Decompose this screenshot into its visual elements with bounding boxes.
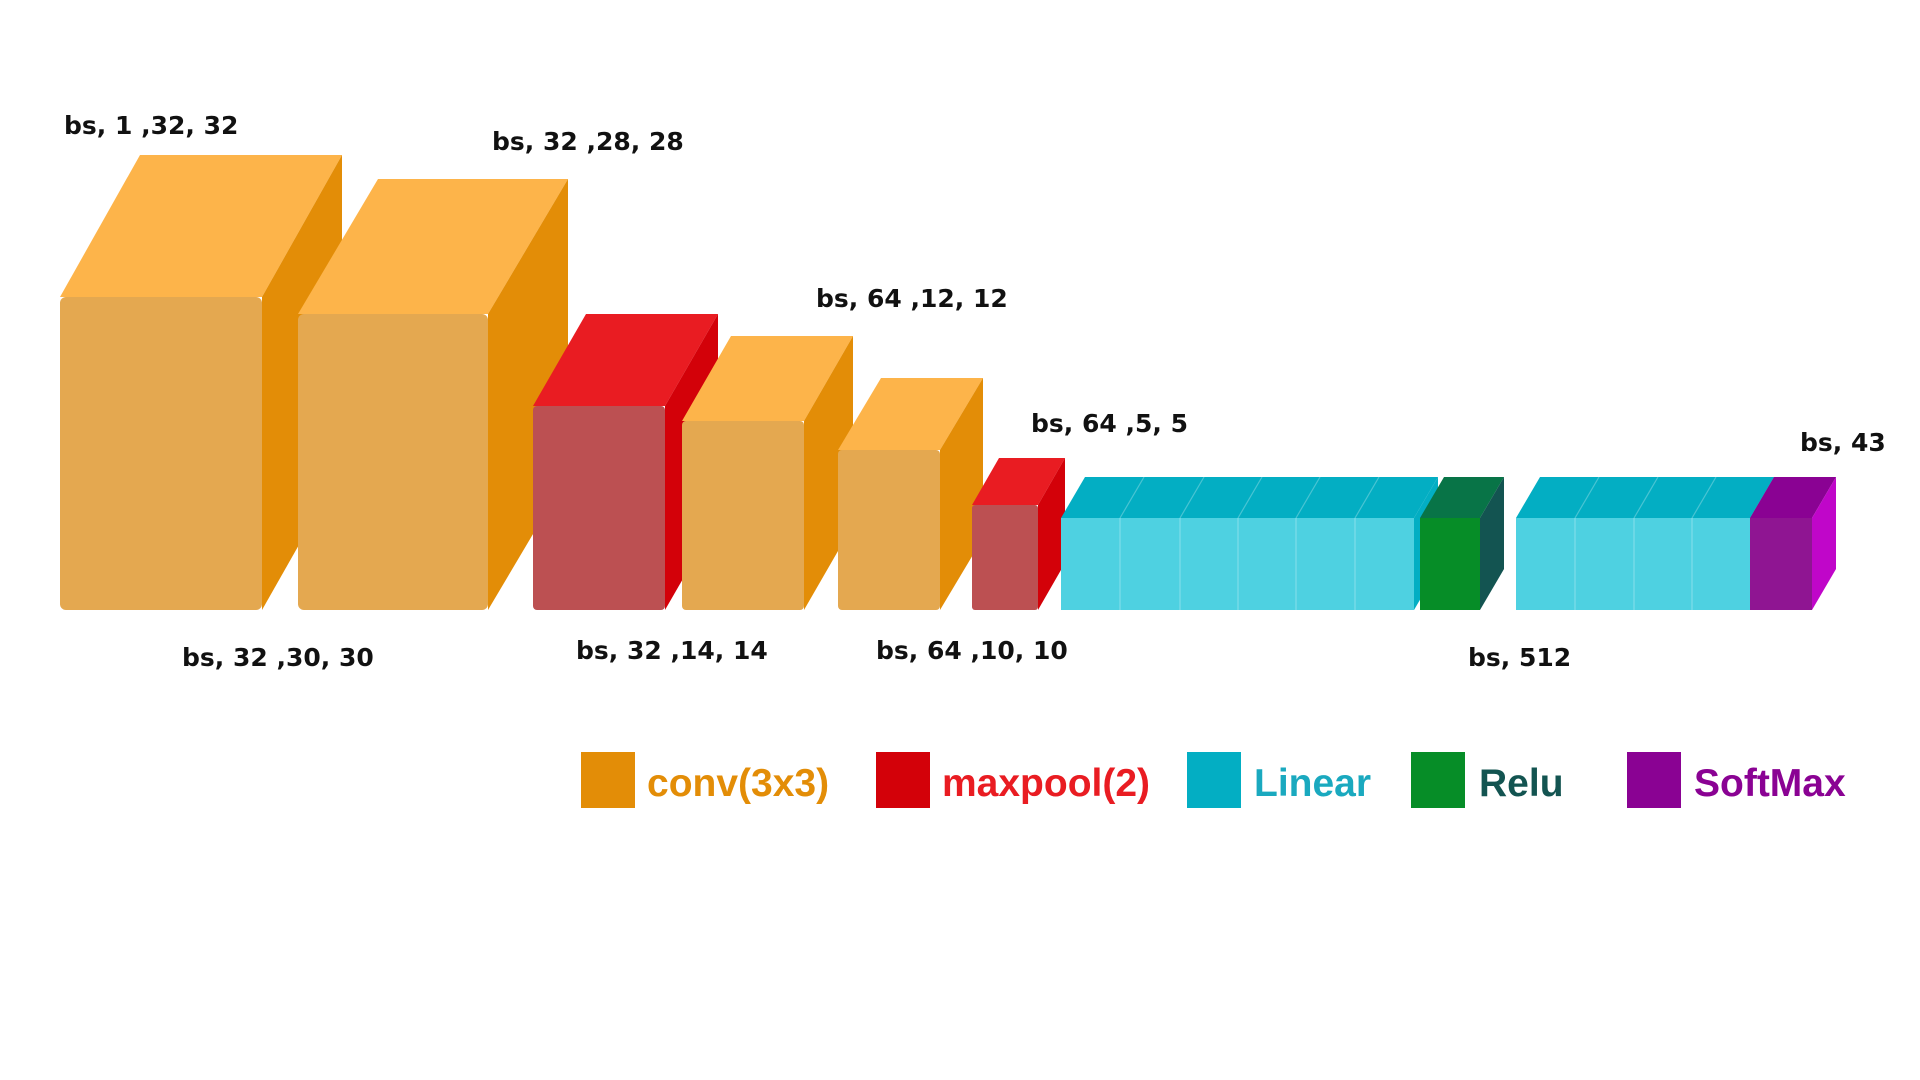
label-output-shape: bs, 43 (1800, 428, 1886, 457)
legend-swatch-linear (1187, 752, 1241, 808)
relu-block (1420, 477, 1504, 610)
legend-label-linear: Linear (1254, 762, 1371, 805)
legend-item-linear: Linear (1187, 752, 1371, 808)
legend-label-softmax: SoftMax (1694, 762, 1846, 805)
legend-label-relu: Relu (1479, 762, 1564, 805)
conv-block-2 (298, 179, 568, 610)
legend: conv(3x3) maxpool(2) Linear Relu SoftMax (581, 752, 1846, 808)
linear-block-2-segments (1574, 476, 1717, 610)
legend-item-maxpool: maxpool(2) (876, 752, 1150, 808)
legend-swatch-conv (581, 752, 635, 808)
maxpool-block-2 (972, 458, 1065, 610)
conv-block-4 (838, 378, 983, 610)
label-conv4-shape: bs, 64 ,10, 10 (876, 636, 1068, 665)
label-input-shape: bs, 1 ,32, 32 (64, 111, 238, 140)
label-pool1-shape: bs, 32 ,14, 14 (576, 636, 768, 665)
label-conv1-shape: bs, 32 ,30, 30 (182, 643, 374, 672)
label-conv3-shape: bs, 64 ,12, 12 (816, 284, 1008, 313)
conv-block-3 (682, 336, 853, 610)
legend-item-conv: conv(3x3) (581, 752, 829, 808)
legend-item-relu: Relu (1411, 752, 1564, 808)
linear-block-1 (1061, 476, 1438, 610)
linear-block-1-segments (1119, 476, 1380, 610)
label-pool2-shape: bs, 64 ,5, 5 (1031, 409, 1188, 438)
legend-label-conv: conv(3x3) (647, 762, 829, 805)
linear-block-2 (1516, 476, 1774, 610)
legend-swatch-relu (1411, 752, 1465, 808)
legend-swatch-maxpool (876, 752, 930, 808)
label-conv2-shape: bs, 32 ,28, 28 (492, 127, 684, 156)
softmax-block (1750, 477, 1836, 610)
legend-swatch-softmax (1627, 752, 1681, 808)
label-hidden-shape: bs, 512 (1468, 643, 1571, 672)
legend-label-maxpool: maxpool(2) (942, 762, 1150, 805)
legend-item-softmax: SoftMax (1627, 752, 1846, 808)
